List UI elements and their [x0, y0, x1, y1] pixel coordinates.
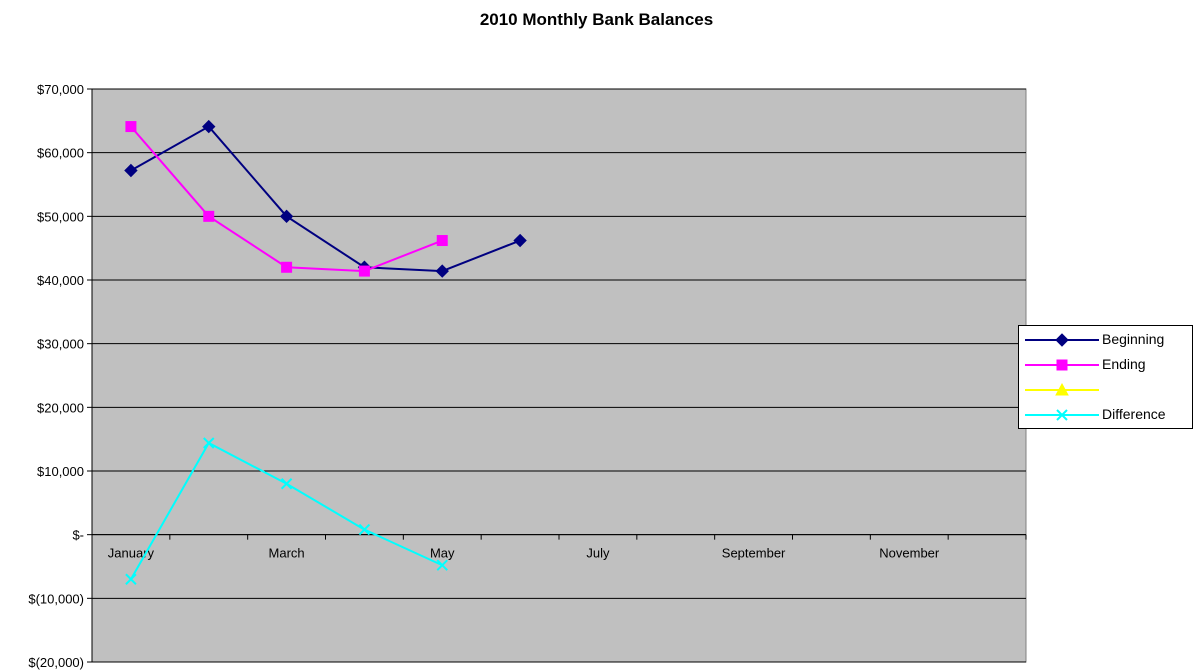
x-tick-label: May [430, 546, 455, 561]
data-point [358, 523, 371, 536]
legend: Beginning Ending Difference [1018, 325, 1193, 429]
series [124, 119, 527, 585]
chart-title: 2010 Monthly Bank Balances [479, 10, 714, 29]
y-tick-label: $70,000 [37, 82, 84, 97]
legend-marker [1055, 333, 1069, 347]
y-tick-label: $(20,000) [28, 655, 84, 670]
x-tick-label: March [269, 546, 305, 561]
data-point [436, 559, 448, 571]
y-tick-label: $50,000 [37, 209, 84, 224]
series-ending [125, 121, 448, 277]
data-point [358, 265, 370, 277]
data-point [281, 261, 293, 273]
legend-label: Difference [1102, 406, 1166, 422]
grid-lines [92, 88, 1026, 663]
x-tick-label: January [108, 546, 155, 561]
legend-swatch [1025, 382, 1099, 396]
data-point [125, 121, 137, 133]
y-tick-label: $- [72, 528, 84, 543]
data-point [435, 264, 449, 278]
y-tick-label: $60,000 [37, 146, 84, 161]
legend-swatch [1025, 409, 1099, 421]
y-tick-label: $40,000 [37, 273, 84, 288]
data-point [203, 437, 215, 449]
y-tick-label: $20,000 [37, 400, 84, 415]
legend-item: Difference [1023, 405, 1191, 425]
series-difference [125, 437, 448, 585]
legend-marker [1055, 382, 1069, 396]
axes: $70,000 $60,000 $50,000 $40,000 $30,000 $20,0… [28, 82, 1027, 670]
data-point [203, 210, 215, 222]
legend-swatch [1025, 359, 1099, 371]
legend-marker [1056, 359, 1068, 371]
series-line [130, 125, 521, 273]
data-point [124, 163, 138, 178]
legend-item [1023, 380, 1191, 400]
y-tick-label: $30,000 [37, 337, 84, 352]
data-point [436, 235, 448, 247]
plot-area [91, 88, 1027, 663]
legend-item: Ending [1023, 355, 1191, 375]
y-tick-label: $10,000 [37, 464, 84, 479]
legend-item: Beginning [1023, 330, 1191, 350]
legend-label: Beginning [1102, 331, 1165, 347]
legend-swatch [1025, 333, 1099, 347]
data-point [280, 478, 293, 490]
x-tick-label: July [586, 546, 610, 561]
x-tick-label: November [879, 546, 940, 561]
legend-label: Ending [1102, 356, 1146, 372]
legend-marker [1056, 409, 1068, 421]
data-point [513, 233, 527, 248]
data-point [279, 209, 294, 224]
y-tick-label: $(10,000) [28, 591, 84, 606]
data-point [202, 119, 216, 134]
data-point [125, 573, 137, 585]
x-tick-label: September [722, 546, 786, 561]
